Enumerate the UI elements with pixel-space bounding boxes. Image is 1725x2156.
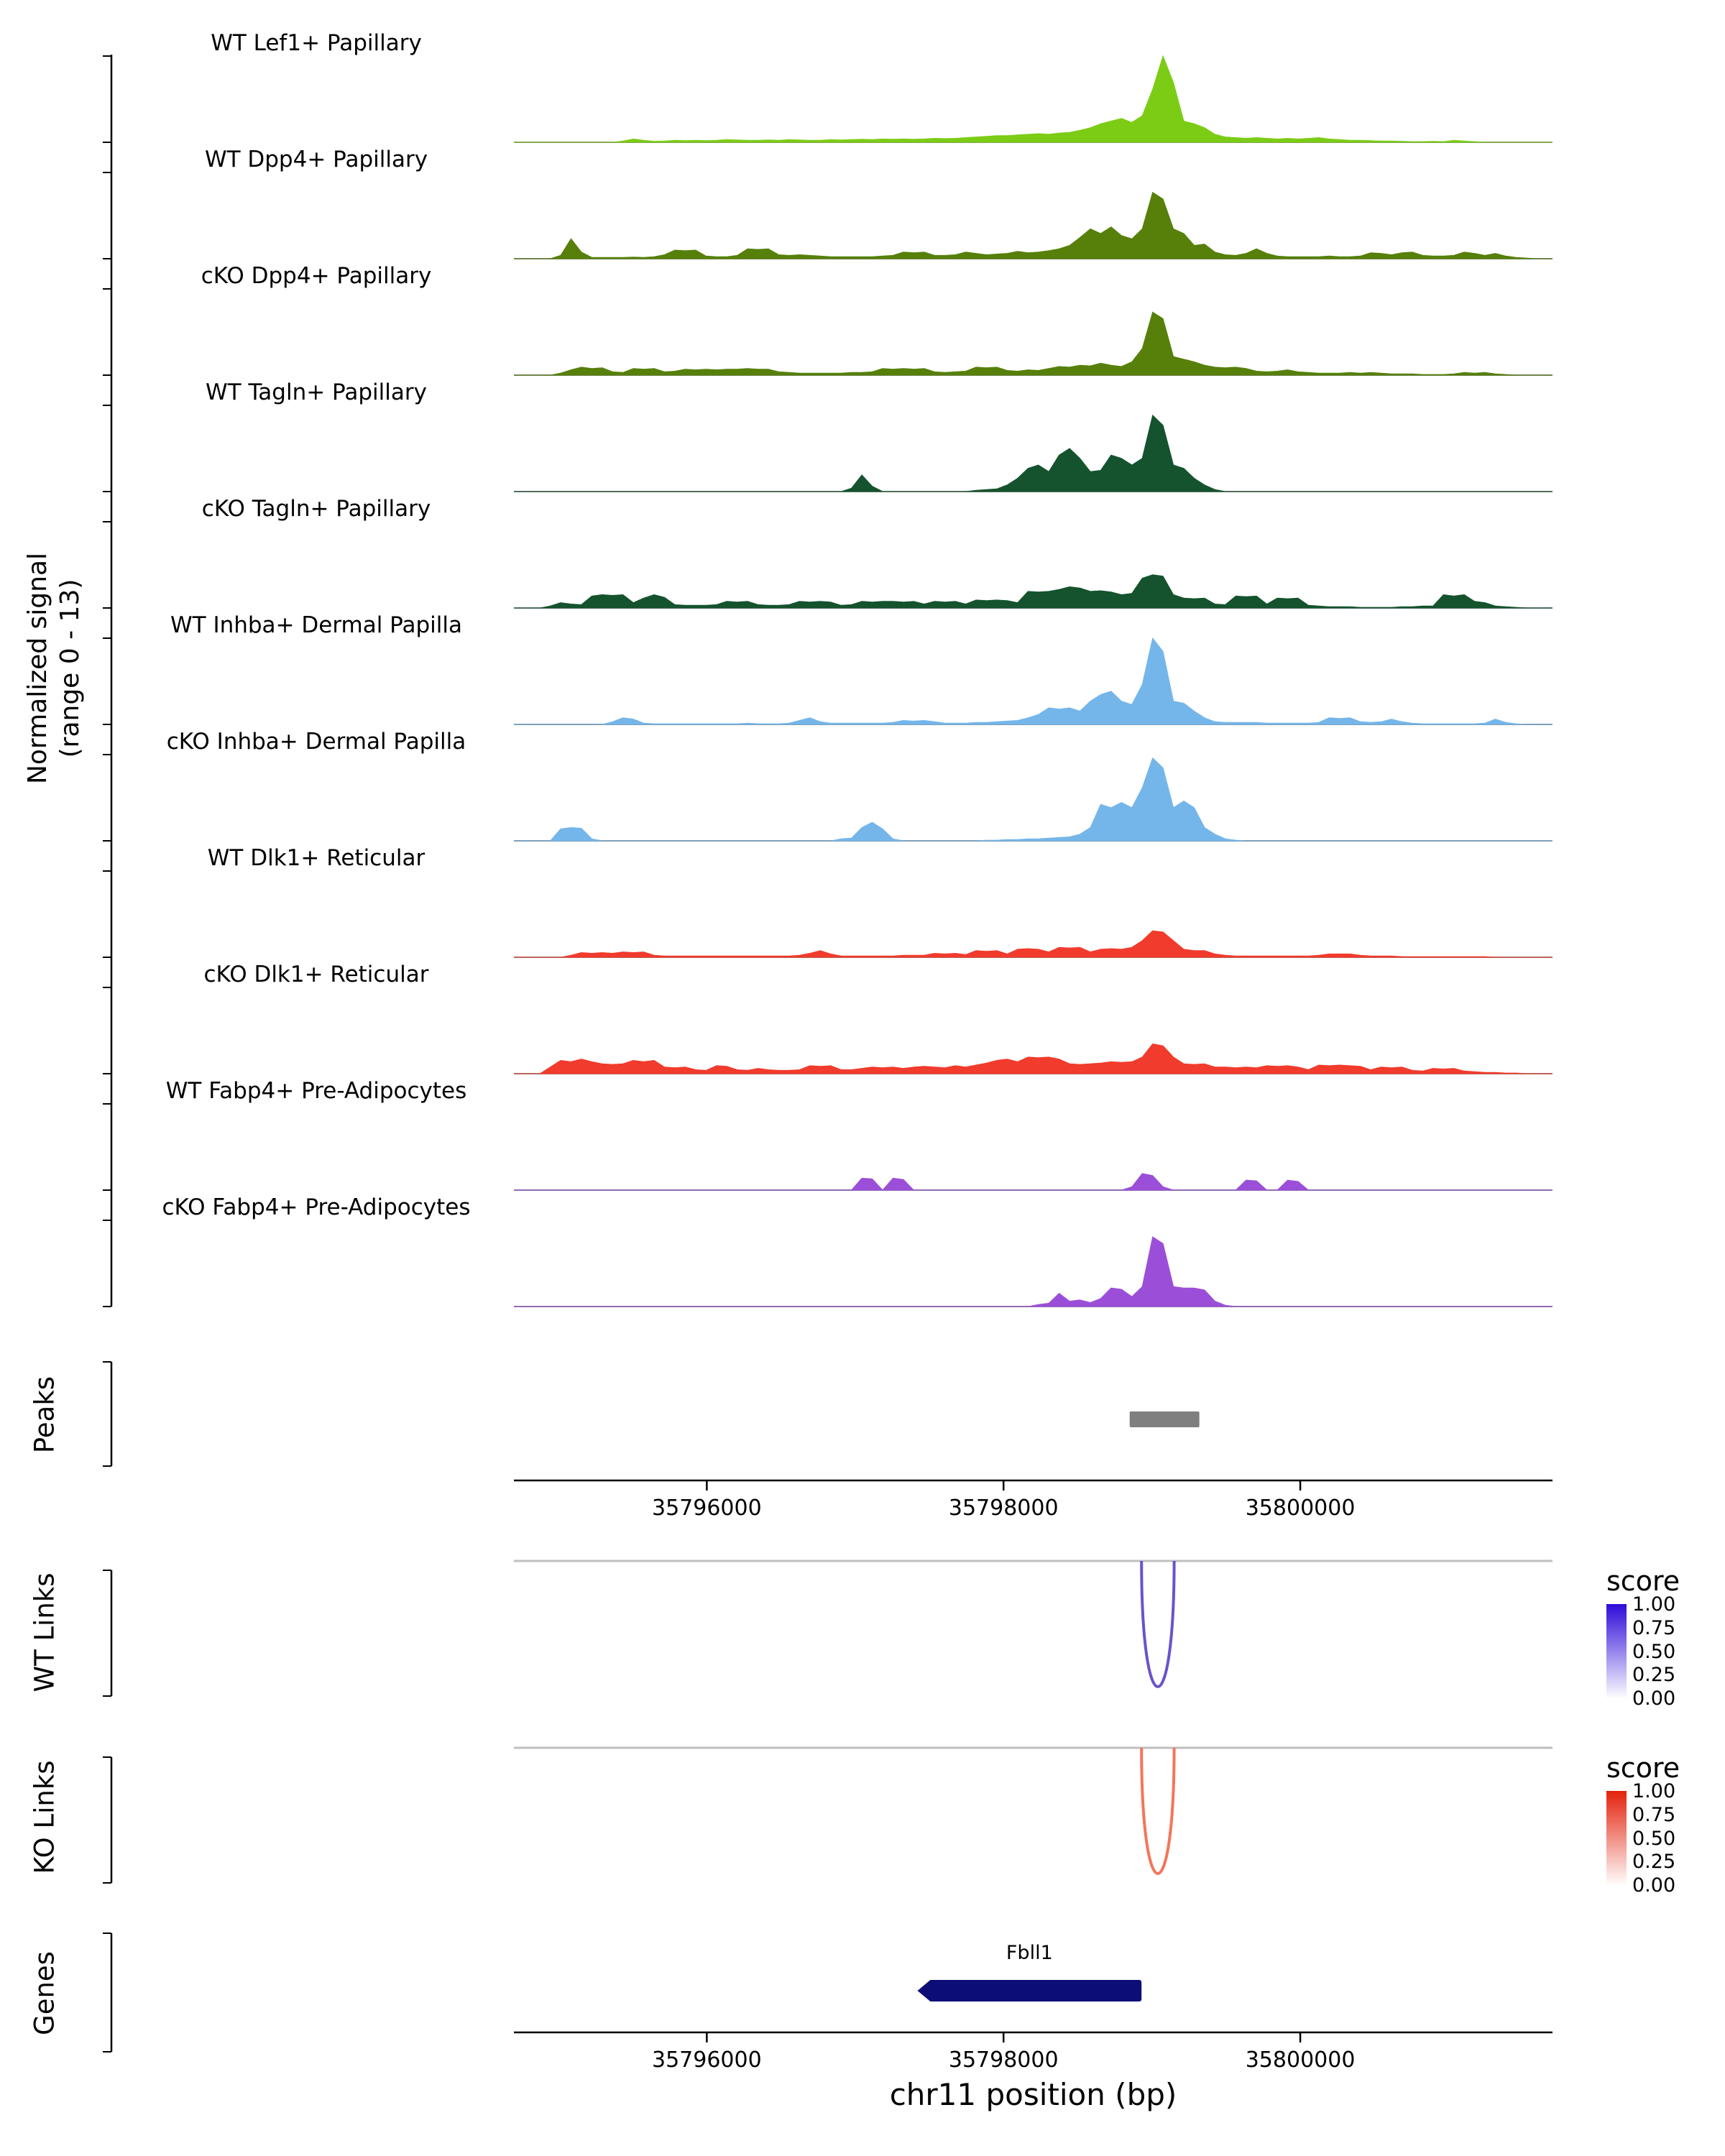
track-label-cko-dlk1: cKO Dlk1+ Reticular [203, 962, 429, 987]
track-signal-area [514, 311, 1552, 376]
ko-legend-ticks: 1.00 0.75 0.50 0.25 0.00 [1632, 1782, 1675, 1895]
track-signal-area [514, 637, 1552, 725]
track-signal-area [514, 1236, 1552, 1307]
track-signal-area [514, 757, 1552, 842]
x-axis-lower-tick-label: 35798000 [949, 2047, 1059, 2073]
track-label-wt-lef1: WT Lef1+ Papillary [211, 30, 422, 56]
wt-legend-ticks: 1.00 0.75 0.50 0.25 0.00 [1632, 1595, 1675, 1708]
ko-legend-tick: 1.00 [1632, 1780, 1676, 1802]
genes-section-label: Genes [29, 1951, 60, 2035]
track-signal-area [514, 55, 1552, 143]
ko-legend-tick: 0.25 [1632, 1851, 1676, 1874]
x-axis-upper-tick-label: 35796000 [652, 1496, 762, 1521]
wt-score-gradient-bar [1606, 1604, 1627, 1699]
peak-interval-bar [1129, 1411, 1200, 1427]
track-label-cko-inhba: cKO Inhba+ Dermal Papilla [166, 729, 466, 755]
y-axis-label: Normalized signal (range 0 - 13) [22, 345, 86, 992]
ko-links-score-legend: score 1.00 0.75 0.50 0.25 0.00 [1606, 1752, 1725, 1895]
x-axis-title: chr11 position (bp) [889, 2077, 1177, 2112]
wt-legend-tick: 0.50 [1632, 1640, 1676, 1663]
wt-links-section-label: WT Links [29, 1572, 60, 1692]
track-label-wt-fabp4: WT Fabp4+ Pre-Adipocytes [165, 1078, 467, 1104]
y-axis-label-line2: (range 0 - 13) [55, 579, 85, 758]
wt-legend-tick: 0.25 [1632, 1664, 1676, 1687]
track-signal-area [514, 1043, 1552, 1074]
wt-legend-tick: 0.00 [1632, 1687, 1676, 1710]
ko-legend-tick: 0.00 [1632, 1874, 1676, 1897]
y-axis-label-line1: Normalized signal [23, 552, 52, 785]
track-label-wt-dpp4: WT Dpp4+ Papillary [204, 147, 428, 172]
track-label-wt-dlk1: WT Dlk1+ Reticular [207, 845, 426, 871]
ko-score-gradient-bar [1606, 1791, 1627, 1886]
track-signal-area [514, 930, 1552, 958]
ko-legend-tick: 0.75 [1632, 1803, 1676, 1826]
track-signal-area [514, 191, 1552, 259]
track-label-wt-tagln: WT Tagln+ Papillary [206, 379, 427, 405]
wt-legend-tick: 1.00 [1632, 1593, 1676, 1616]
x-axis-lower-tick-label: 35796000 [652, 2047, 762, 2073]
x-axis-upper-tick-label: 35800000 [1246, 1496, 1356, 1521]
track-label-cko-tagln: cKO Tagln+ Papillary [201, 496, 431, 522]
ko-legend-tick: 0.50 [1632, 1827, 1676, 1850]
track-signal-area [514, 574, 1552, 609]
wt-legend-tick: 0.75 [1632, 1616, 1676, 1639]
gene-body [929, 1980, 1142, 2001]
wt-legend-title: score [1606, 1565, 1680, 1597]
gene-name-label: Fbll1 [1006, 1942, 1053, 1964]
wt-links-score-legend: score 1.00 0.75 0.50 0.25 0.00 [1606, 1565, 1725, 1708]
peaks-section-label: Peaks [29, 1376, 60, 1454]
track-label-cko-fabp4: cKO Fabp4+ Pre-Adipocytes [162, 1194, 471, 1220]
wt-links-arc [1140, 1560, 1176, 1688]
gene-strand-arrow [917, 1980, 931, 2001]
track-label-cko-dpp4: cKO Dpp4+ Papillary [201, 263, 432, 289]
ko-legend-title: score [1606, 1752, 1680, 1784]
track-signal-area [514, 1173, 1552, 1191]
track-label-wt-inhba: WT Inhba+ Dermal Papilla [170, 612, 462, 638]
track-signal-area [514, 414, 1552, 492]
x-axis-upper-tick-label: 35798000 [949, 1496, 1059, 1521]
x-axis-lower-tick-label: 35800000 [1246, 2047, 1356, 2073]
ko-links-arc [1140, 1747, 1176, 1875]
